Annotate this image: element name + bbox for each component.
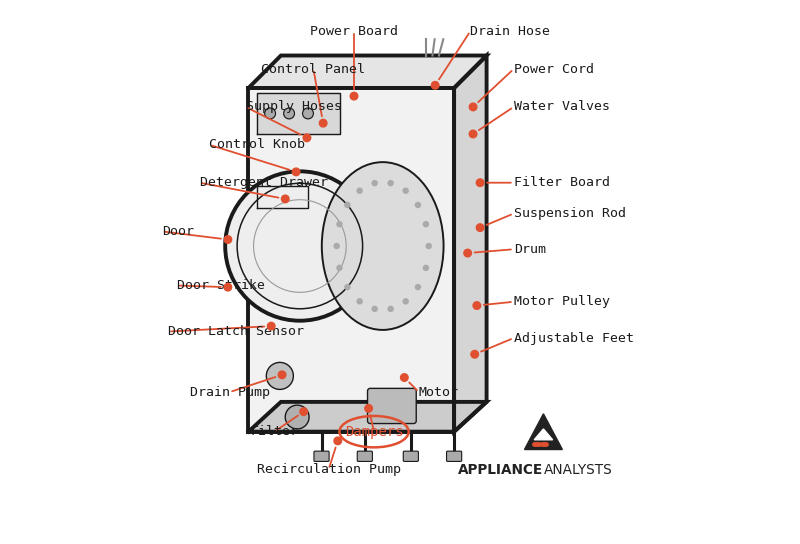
- Text: APPLIANCE: APPLIANCE: [458, 462, 543, 477]
- Text: Control Panel: Control Panel: [262, 63, 366, 76]
- Circle shape: [476, 224, 484, 231]
- Circle shape: [387, 180, 394, 187]
- Polygon shape: [249, 55, 486, 88]
- Polygon shape: [257, 187, 308, 208]
- Circle shape: [225, 171, 374, 321]
- Text: Motor: Motor: [419, 386, 459, 399]
- Circle shape: [371, 306, 378, 312]
- Circle shape: [473, 302, 481, 310]
- Circle shape: [357, 298, 363, 305]
- Circle shape: [464, 249, 471, 257]
- Text: Power Cord: Power Cord: [514, 63, 594, 76]
- Circle shape: [350, 92, 358, 100]
- Circle shape: [344, 284, 350, 290]
- Text: Drum: Drum: [514, 243, 546, 256]
- Circle shape: [284, 108, 294, 119]
- FancyBboxPatch shape: [446, 451, 462, 461]
- Text: Drain Pump: Drain Pump: [190, 386, 270, 399]
- Circle shape: [470, 103, 477, 111]
- Circle shape: [344, 202, 350, 208]
- Polygon shape: [257, 94, 341, 134]
- Circle shape: [336, 221, 342, 227]
- FancyBboxPatch shape: [403, 451, 418, 461]
- Polygon shape: [454, 55, 486, 431]
- Circle shape: [334, 437, 342, 444]
- Text: Motor Pulley: Motor Pulley: [514, 295, 610, 308]
- Circle shape: [282, 195, 289, 203]
- Polygon shape: [534, 429, 553, 440]
- Circle shape: [476, 179, 484, 187]
- Circle shape: [302, 108, 314, 119]
- Circle shape: [387, 306, 394, 312]
- Text: Drain Hose: Drain Hose: [470, 24, 550, 38]
- Circle shape: [401, 374, 408, 381]
- Text: Filter: Filter: [250, 425, 298, 438]
- Circle shape: [470, 130, 477, 138]
- Text: Water Valves: Water Valves: [514, 101, 610, 114]
- Circle shape: [431, 82, 439, 89]
- Polygon shape: [249, 402, 486, 431]
- Circle shape: [357, 188, 363, 194]
- Text: ANALYSTS: ANALYSTS: [544, 462, 613, 477]
- Circle shape: [402, 298, 409, 305]
- Circle shape: [422, 221, 429, 227]
- Text: Control Knob: Control Knob: [210, 138, 306, 151]
- Circle shape: [336, 264, 342, 271]
- Circle shape: [319, 119, 327, 127]
- Circle shape: [286, 405, 309, 429]
- Circle shape: [371, 180, 378, 187]
- Ellipse shape: [322, 162, 443, 330]
- Circle shape: [266, 362, 294, 390]
- Text: Recirculation Pump: Recirculation Pump: [257, 463, 401, 476]
- Polygon shape: [249, 88, 454, 431]
- Text: Door Strike: Door Strike: [177, 279, 265, 292]
- Circle shape: [334, 243, 340, 249]
- Circle shape: [265, 108, 275, 119]
- Circle shape: [224, 283, 232, 291]
- Circle shape: [365, 405, 372, 412]
- Text: Filter Board: Filter Board: [514, 176, 610, 189]
- Text: Dampers: Dampers: [345, 425, 403, 438]
- Circle shape: [224, 236, 232, 243]
- Circle shape: [426, 243, 432, 249]
- FancyBboxPatch shape: [314, 451, 329, 461]
- Text: Detergent Drawer: Detergent Drawer: [200, 176, 328, 189]
- Circle shape: [292, 168, 300, 176]
- Circle shape: [267, 323, 275, 330]
- Circle shape: [414, 284, 421, 290]
- Text: Power Board: Power Board: [310, 24, 398, 38]
- Circle shape: [303, 134, 310, 141]
- Circle shape: [300, 408, 307, 416]
- Circle shape: [402, 188, 409, 194]
- Circle shape: [278, 371, 286, 379]
- Text: Adjustable Feet: Adjustable Feet: [514, 331, 634, 344]
- Text: Door: Door: [162, 225, 194, 238]
- Circle shape: [422, 264, 429, 271]
- Text: Supply Hoses: Supply Hoses: [246, 101, 342, 114]
- Polygon shape: [525, 414, 562, 449]
- FancyBboxPatch shape: [358, 451, 372, 461]
- Circle shape: [414, 202, 421, 208]
- Text: Door Latch Sensor: Door Latch Sensor: [168, 325, 304, 338]
- FancyBboxPatch shape: [367, 388, 416, 424]
- Circle shape: [471, 350, 478, 358]
- Text: Suspension Rod: Suspension Rod: [514, 207, 626, 220]
